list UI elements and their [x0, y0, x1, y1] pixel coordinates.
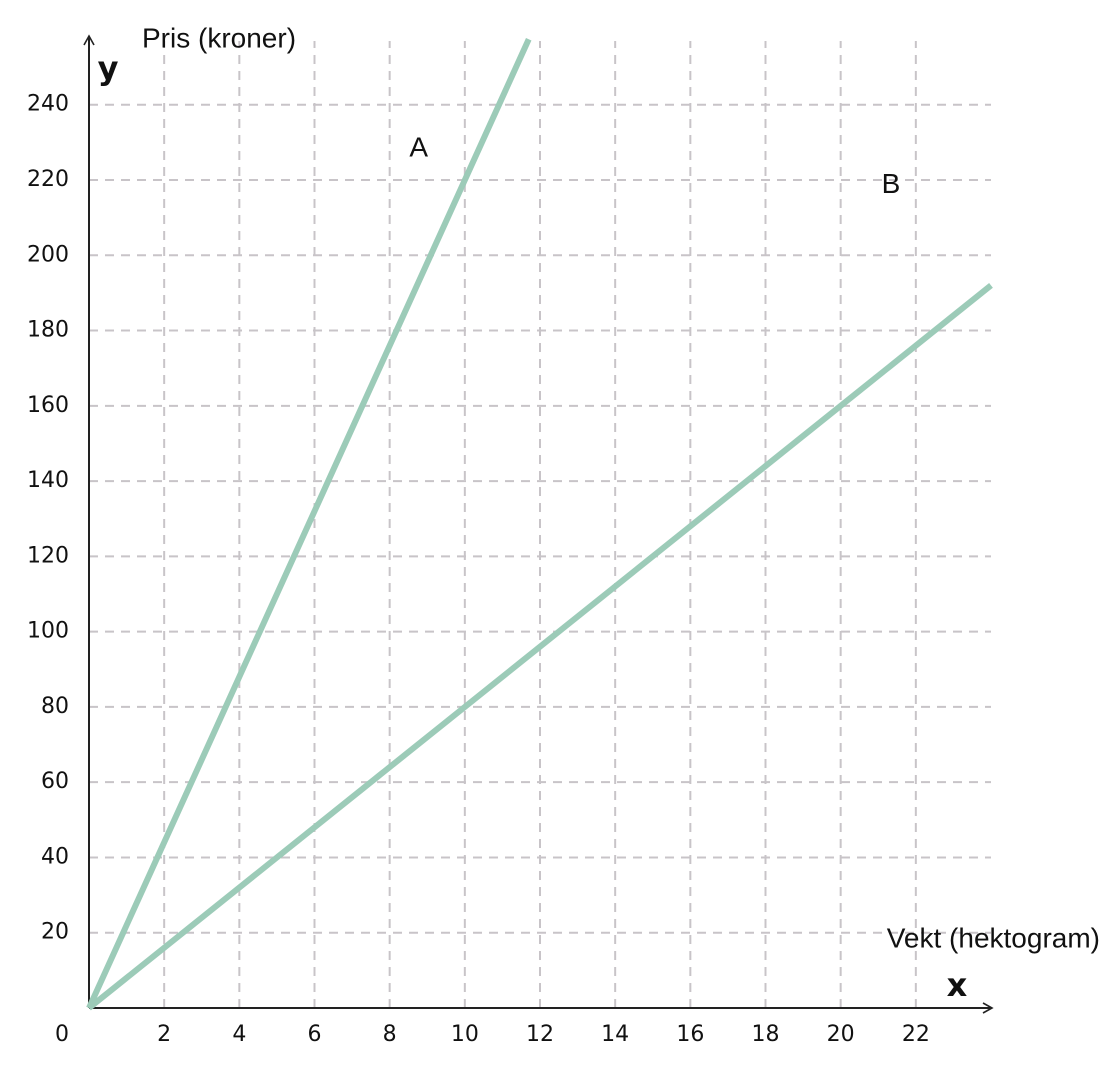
y-axis-letter: y — [98, 49, 119, 87]
y-axis-title: Pris (kroner) — [142, 22, 296, 53]
x-tick-label: 18 — [752, 1022, 780, 1047]
series-label: B — [882, 168, 901, 199]
x-tick-label: 4 — [232, 1022, 246, 1047]
x-tick-label: 20 — [827, 1022, 855, 1047]
x-tick-label: 6 — [308, 1022, 322, 1047]
y-tick-label: 20 — [41, 920, 69, 945]
y-tick-label: 220 — [27, 167, 69, 192]
x-tick-label: 10 — [451, 1022, 479, 1047]
y-tick-label: 100 — [27, 619, 69, 644]
y-tick-label: 60 — [41, 769, 69, 794]
x-axis-letter: x — [947, 966, 968, 1004]
x-tick-label: 16 — [676, 1022, 704, 1047]
x-tick-label: 8 — [383, 1022, 397, 1047]
y-tick-label: 80 — [41, 694, 69, 719]
x-tick-label: 14 — [601, 1022, 629, 1047]
grid — [89, 41, 991, 1008]
y-tick-label: 240 — [27, 92, 69, 117]
y-tick-label: 160 — [27, 393, 69, 418]
x-tick-label: 0 — [55, 1022, 69, 1047]
x-tick-label: 22 — [902, 1022, 930, 1047]
y-tick-label: 200 — [27, 242, 69, 267]
line — [86, 38, 532, 1010]
line — [87, 283, 993, 1011]
y-tick-label: 40 — [41, 844, 69, 869]
y-tick-label: 180 — [27, 318, 69, 343]
x-tick-label: 2 — [157, 1022, 171, 1047]
y-tick-label: 120 — [27, 543, 69, 568]
x-axis-title: Vekt (hektogram) — [887, 922, 1100, 953]
y-tick-label: 140 — [27, 468, 69, 493]
x-tick-label: 12 — [526, 1022, 554, 1047]
series-label: A — [409, 132, 428, 163]
